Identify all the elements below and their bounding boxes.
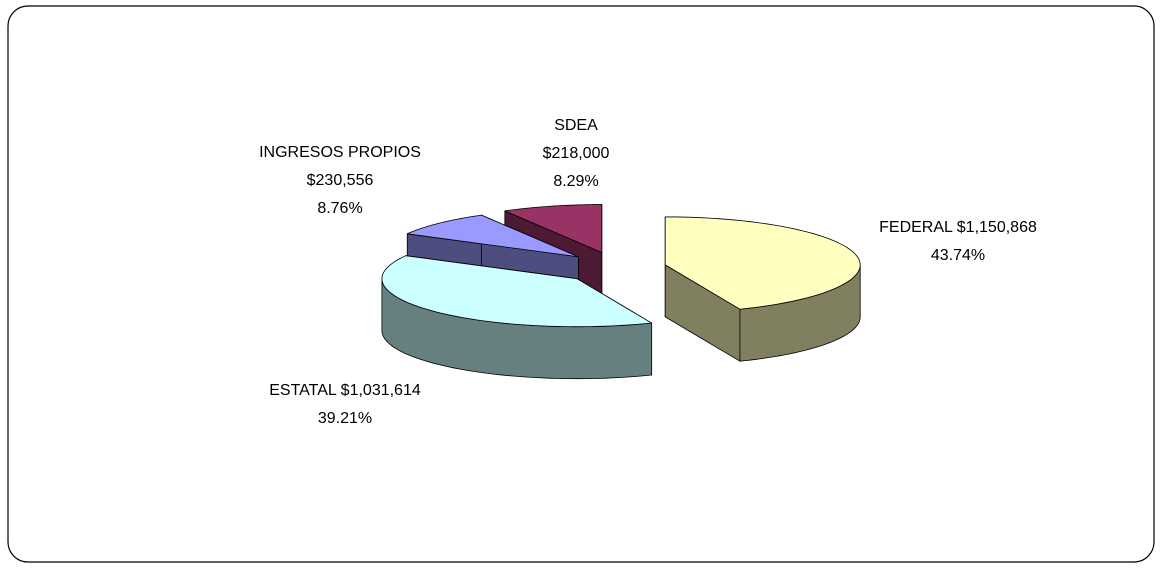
data-label: 43.74% <box>931 247 985 264</box>
label-part: 39.21% <box>318 410 372 427</box>
label-part: $1,031,614 <box>341 382 421 399</box>
data-label: INGRESOS PROPIOS <box>259 144 421 161</box>
label-part: 8.76% <box>317 200 362 217</box>
slice-top <box>504 204 603 253</box>
pie <box>381 204 861 380</box>
slice-top <box>381 255 653 328</box>
labels: FEDERAL $1,150,868 43.74% ESTATAL $1,031,6… <box>259 117 1037 427</box>
label-part: INGRESOS PROPIOS <box>259 144 421 161</box>
data-label: SDEA <box>554 117 598 134</box>
data-label: FEDERAL $1,150,868 <box>879 219 1037 236</box>
data-label: $218,000 <box>543 145 610 162</box>
label-part: $230,556 <box>307 172 374 189</box>
data-label: $230,556 <box>307 172 374 189</box>
data-label: 8.76% <box>317 200 362 217</box>
label-part: FEDERAL <box>879 219 953 236</box>
slice-top <box>406 214 579 258</box>
label-part: $1,150,868 <box>957 219 1037 236</box>
label-part: SDEA <box>554 117 598 134</box>
pie-slice <box>381 255 653 380</box>
data-label: 8.29% <box>553 173 598 190</box>
label-part: 8.29% <box>553 173 598 190</box>
label-part: $218,000 <box>543 145 610 162</box>
slice-top <box>664 216 861 310</box>
data-label: ESTATAL $1,031,614 <box>269 382 421 399</box>
pie-slice <box>664 216 861 362</box>
data-label: 39.21% <box>318 410 372 427</box>
label-part: ESTATAL <box>269 382 337 399</box>
label-part: 43.74% <box>931 247 985 264</box>
